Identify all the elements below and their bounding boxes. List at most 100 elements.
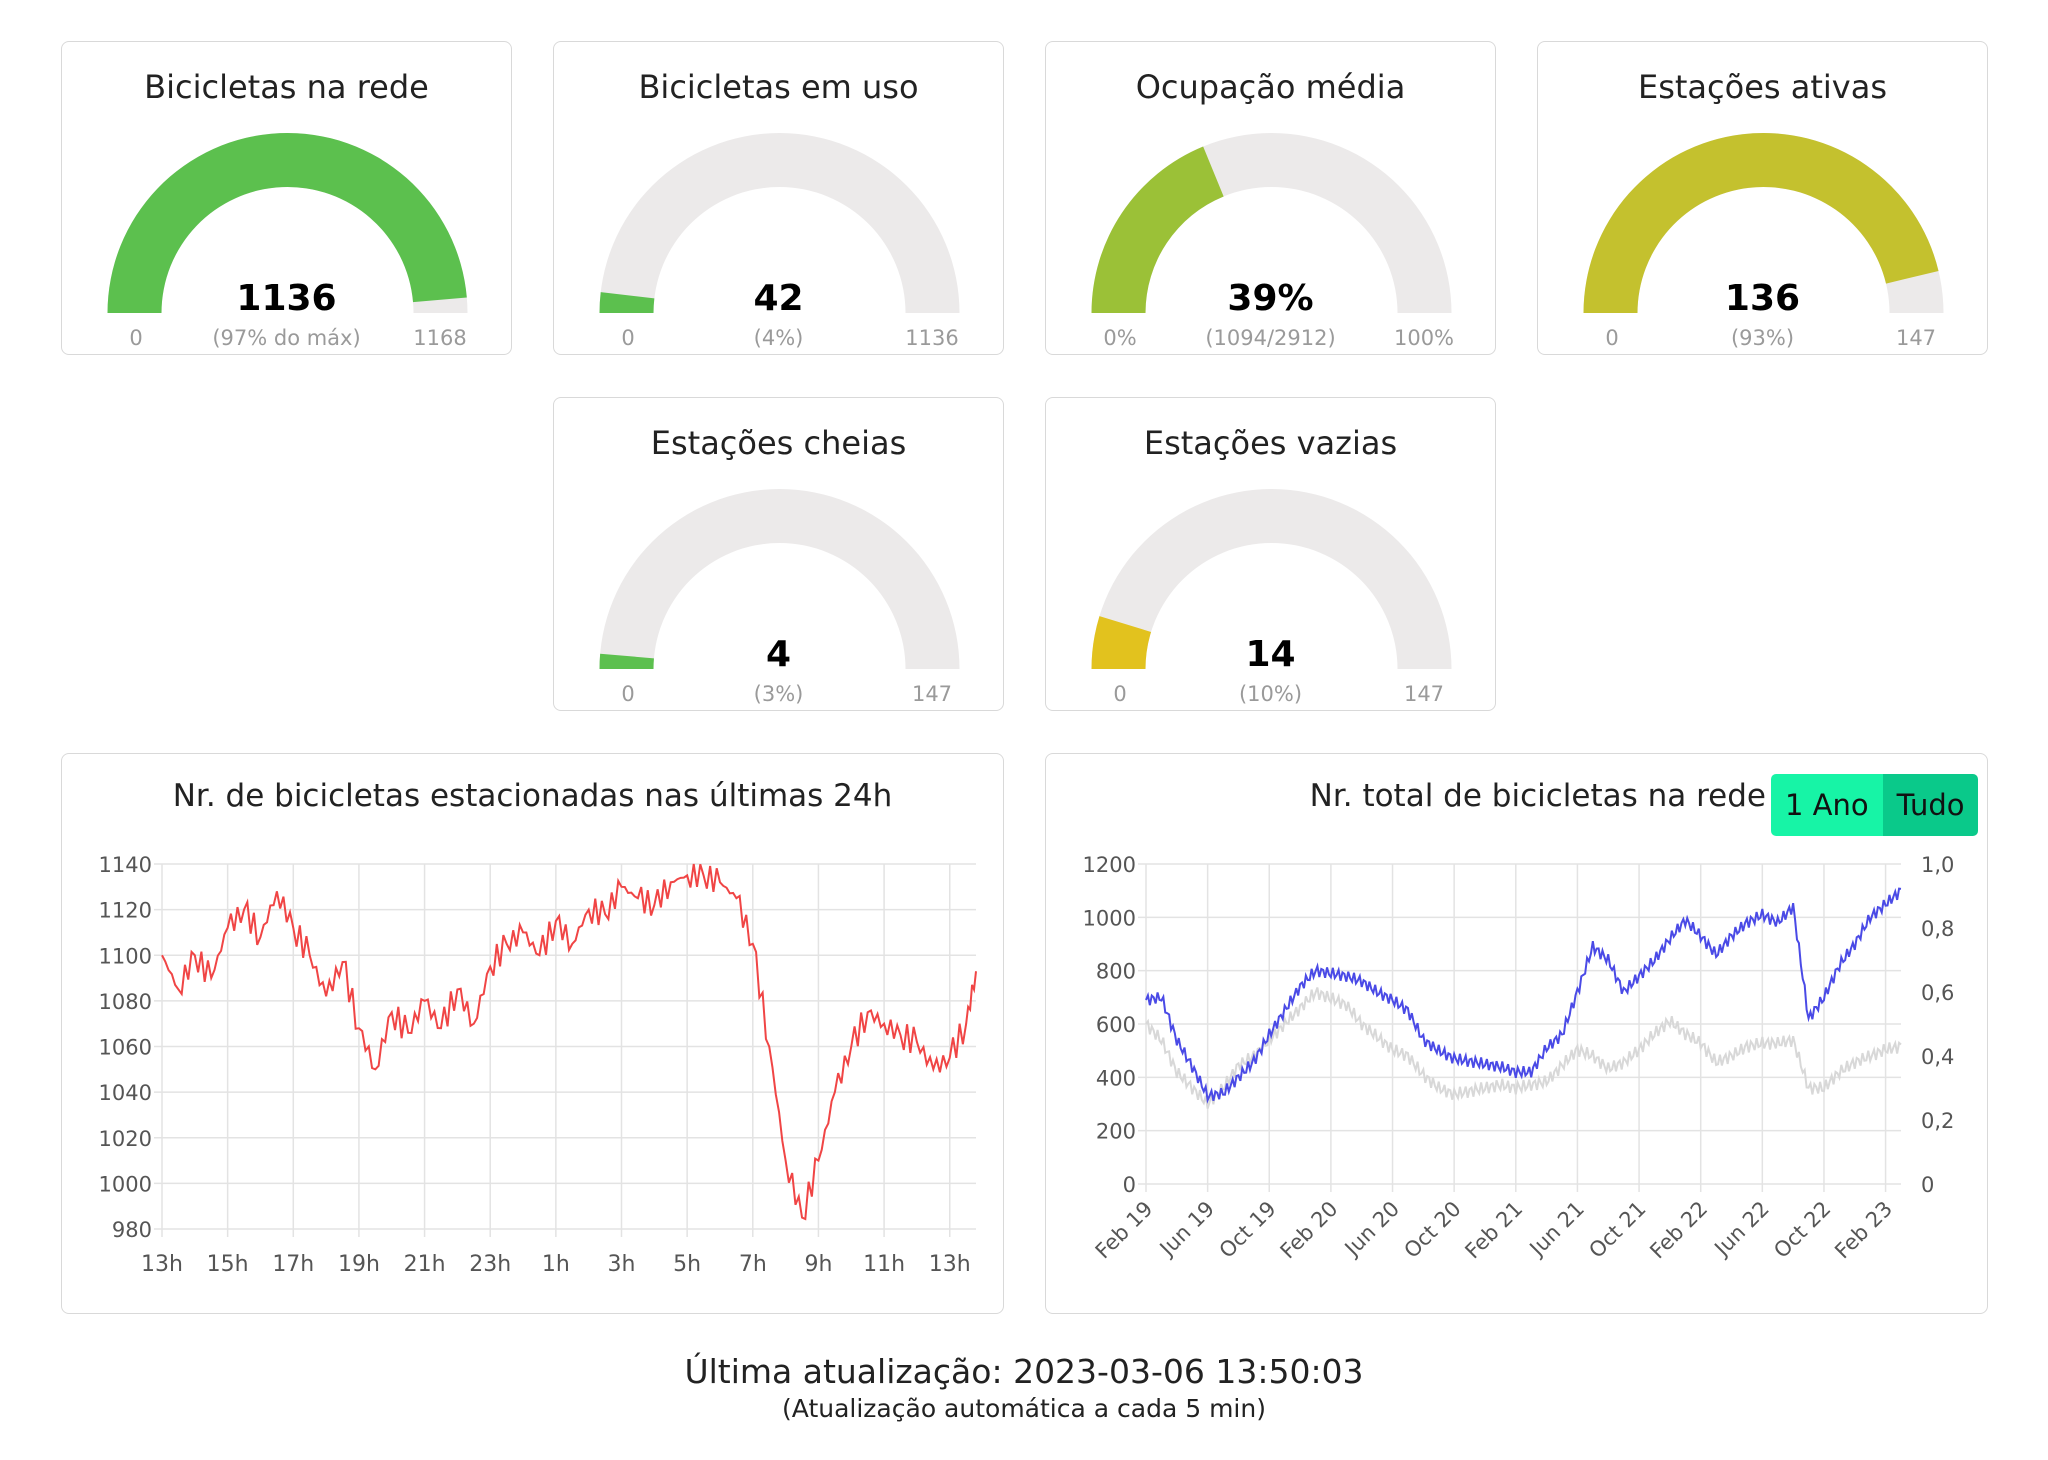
gauge-title: Estações cheias xyxy=(650,424,907,462)
x-tick-label: 15h xyxy=(207,1252,249,1277)
x-tick-label: 9h xyxy=(804,1252,832,1277)
chart-title: Nr. de bicicletas estacionadas nas últim… xyxy=(172,778,893,814)
x-tick-label: Feb 21 xyxy=(1460,1197,1527,1264)
gauge-track xyxy=(1091,489,1452,669)
gauge-value: 14 xyxy=(1245,634,1296,675)
y-tick-label: 600 xyxy=(1096,1013,1136,1037)
x-tick-label: 13h xyxy=(929,1252,971,1277)
gauge-min-label: 0 xyxy=(621,326,635,350)
gauge-max-label: 100% xyxy=(1393,326,1455,350)
gauge-max-label: 147 xyxy=(911,682,953,706)
gauge-fill xyxy=(1091,616,1152,669)
y-tick-label: 1120 xyxy=(99,899,152,923)
y-tick-label: 1200 xyxy=(1083,853,1136,877)
gauge-value: 42 xyxy=(753,278,804,319)
x-tick-label: 1h xyxy=(542,1252,570,1277)
series-line xyxy=(161,863,977,1221)
gauge-card-bikes-in-network: Bicicletas na rede 1136 (97% do máx) 0 1… xyxy=(61,41,512,355)
gauge-title: Bicicletas em uso xyxy=(638,68,919,106)
gauge-fill xyxy=(107,133,467,313)
y-tick-label: 800 xyxy=(1096,960,1136,984)
y2-tick-label: 0,4 xyxy=(1921,1045,1954,1069)
y-tick-label: 980 xyxy=(112,1218,152,1242)
x-tick-label: 11h xyxy=(863,1252,905,1277)
gauge-card-empty-stations: Estações vazias 14 (10%) 0 147 xyxy=(1045,397,1496,711)
gauge-bikes-in-network xyxy=(107,133,468,313)
x-tick-label: Feb 23 xyxy=(1830,1197,1897,1264)
gauge-value: 136 xyxy=(1724,278,1801,319)
y2-tick-label: 0,6 xyxy=(1921,981,1954,1005)
chart-card-total-bikes: Nr. total de bicicletas na rede 1 Ano Tu… xyxy=(1045,753,1988,1314)
x-tick-label: Oct 20 xyxy=(1399,1197,1465,1263)
chart-title: Nr. total de bicicletas na rede xyxy=(1309,778,1766,814)
gauge-value: 4 xyxy=(765,634,792,675)
x-tick-label: 5h xyxy=(673,1252,701,1277)
gauge-empty-stations xyxy=(1091,489,1452,669)
gauge-subtext: (1094/2912) xyxy=(1205,326,1336,350)
y2-tick-label: 1,0 xyxy=(1921,853,1954,877)
y-tick-label: 1000 xyxy=(1083,906,1136,930)
y-tick-label: 400 xyxy=(1096,1066,1136,1090)
y-tick-label: 1100 xyxy=(99,944,152,968)
x-tick-label: 7h xyxy=(739,1252,767,1277)
y-tick-label: 1060 xyxy=(99,1036,152,1060)
x-tick-label: 21h xyxy=(404,1252,446,1277)
gauge-title: Ocupação média xyxy=(1135,68,1406,106)
gauge-subtext: (97% do máx) xyxy=(212,326,361,350)
y-tick-label: 1080 xyxy=(99,990,152,1014)
all-time-button[interactable]: Tudo xyxy=(1882,774,1979,836)
x-tick-label: Jun 19 xyxy=(1154,1197,1219,1262)
gauge-max-label: 1168 xyxy=(413,326,467,350)
y-tick-label: 1000 xyxy=(99,1172,152,1196)
series-line-ratio xyxy=(1145,987,1902,1109)
y2-tick-label: 0,2 xyxy=(1921,1109,1954,1133)
y2-tick-label: 0,8 xyxy=(1921,917,1954,941)
gauge-min-label: 0 xyxy=(621,682,635,706)
gauge-bikes-in-use xyxy=(599,133,960,313)
y-tick-label: 1020 xyxy=(99,1127,152,1151)
gauge-value: 39% xyxy=(1227,278,1314,319)
one-year-button[interactable]: 1 Ano xyxy=(1771,774,1883,836)
gauge-min-label: 0 xyxy=(129,326,143,350)
x-tick-label: 19h xyxy=(338,1252,380,1277)
gauge-active-stations xyxy=(1583,132,1944,313)
gauge-full-stations xyxy=(599,489,960,669)
x-tick-label: Feb 19 xyxy=(1091,1197,1158,1264)
y-tick-label: 1140 xyxy=(99,853,152,877)
gauge-value: 1136 xyxy=(236,278,337,319)
gauge-track xyxy=(599,133,960,313)
auto-refresh-note: (Atualização automática a cada 5 min) xyxy=(782,1394,1266,1423)
x-tick-label: Feb 20 xyxy=(1276,1197,1343,1264)
x-tick-label: Oct 19 xyxy=(1215,1197,1281,1263)
gauge-max-label: 147 xyxy=(1403,682,1445,706)
gauge-card-full-stations: Estações cheias 4 (3%) 0 147 xyxy=(553,397,1004,711)
gauge-average-occupancy xyxy=(1091,133,1452,313)
gauge-subtext: (4%) xyxy=(753,326,804,350)
gauge-track xyxy=(599,489,960,669)
gauge-title: Estações vazias xyxy=(1143,424,1398,462)
gauge-card-active-stations: Estações ativas 136 (93%) 0 147 xyxy=(1537,41,1988,355)
gauge-fill xyxy=(1583,132,1939,313)
gauge-subtext: (3%) xyxy=(753,682,804,706)
gauge-fill xyxy=(599,292,655,313)
x-tick-label: 17h xyxy=(272,1252,314,1277)
x-tick-label: Oct 21 xyxy=(1584,1197,1650,1263)
gauge-min-label: 0% xyxy=(1103,326,1137,350)
gauge-max-label: 1136 xyxy=(905,326,959,350)
gauge-fill xyxy=(599,653,654,669)
parked-24h-line-chart: 1140 1120 1100 1080 1060 1040 1020 1000 980 13h 15… xyxy=(99,853,977,1277)
chart-card-parked-24h: Nr. de bicicletas estacionadas nas últim… xyxy=(61,753,1004,1314)
gauge-title: Bicicletas na rede xyxy=(144,68,429,106)
gauge-card-average-occupancy: Ocupação média 39% (1094/2912) 0% 100% xyxy=(1045,41,1496,355)
y-tick-label: 1040 xyxy=(99,1081,152,1105)
y2-tick-label: 0 xyxy=(1921,1173,1934,1197)
x-tick-label: 3h xyxy=(608,1252,636,1277)
gauge-card-bikes-in-use: Bicicletas em uso 42 (4%) 0 1136 xyxy=(553,41,1004,355)
x-tick-label: Jun 21 xyxy=(1524,1197,1589,1262)
x-tick-label: Feb 22 xyxy=(1645,1197,1712,1264)
gauge-max-label: 147 xyxy=(1895,326,1937,350)
gauge-fill xyxy=(1091,146,1224,313)
range-toggle: 1 Ano Tudo xyxy=(1771,774,1979,836)
gauge-title: Estações ativas xyxy=(1637,68,1887,106)
total-bikes-line-chart: 1200100080060040020001,00,80,60,40,20Feb… xyxy=(1083,853,1955,1264)
